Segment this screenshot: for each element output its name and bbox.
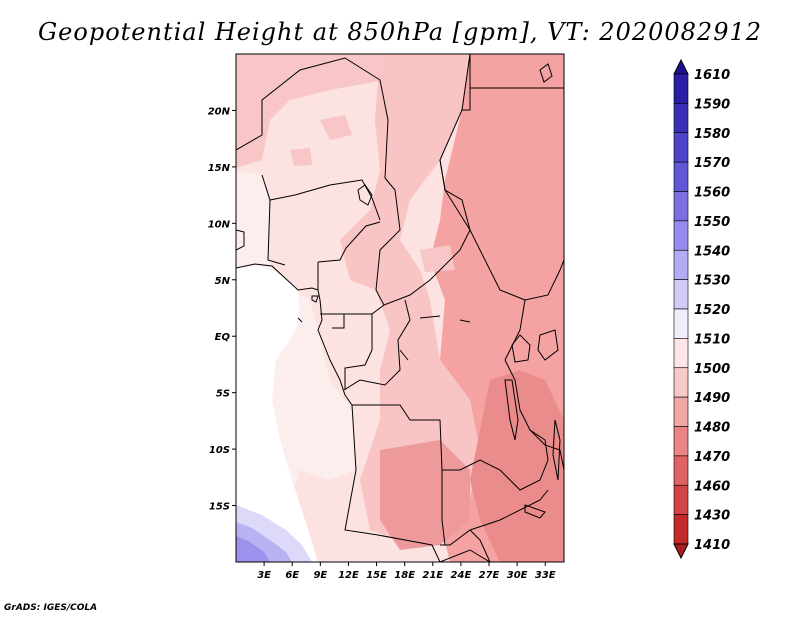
colorbar-bottom-arrow xyxy=(673,543,689,560)
border-line xyxy=(439,549,491,562)
lat-tick-label: 10N xyxy=(208,219,231,230)
map-plot-area xyxy=(236,54,564,562)
border-line xyxy=(439,159,526,301)
lat-tick-label: 20N xyxy=(208,106,231,117)
colorbar-legend: 1610 1590 1580 1570 1560 1550 1540 1530 1520 1510… xyxy=(673,58,730,560)
colorbar-level-label: 1560 xyxy=(694,186,730,201)
field-1490-northwest xyxy=(236,54,385,168)
lat-tick-label: 15S xyxy=(209,502,230,513)
border-line xyxy=(236,57,389,179)
lon-tick-label: 27E xyxy=(479,570,500,581)
border-line xyxy=(352,299,549,491)
colorbar-swatch xyxy=(673,103,689,134)
lat-tick-label: 15N xyxy=(208,163,231,174)
colorbar-level-label: 1610 xyxy=(694,68,730,83)
latitude-axis: 20N 15N 10N 5N EQ 5S 10S 15S xyxy=(208,106,236,513)
colorbar-swatch xyxy=(673,338,689,369)
colorbar-level-label: 1570 xyxy=(694,156,730,171)
border-line xyxy=(524,259,564,301)
colorbar-level-label: 1550 xyxy=(694,215,730,230)
lat-tick-label: 10S xyxy=(209,445,230,456)
lake-outline xyxy=(511,334,531,363)
lon-tick-label: 9E xyxy=(313,570,327,581)
colorbar-level-label: 1520 xyxy=(694,303,730,318)
coastline xyxy=(236,229,245,251)
lon-tick-label: 18E xyxy=(394,570,415,581)
border-line xyxy=(267,199,286,266)
colorbar-swatch xyxy=(673,191,689,222)
field-1480-south xyxy=(380,440,470,550)
colorbar-level-label: 1430 xyxy=(694,509,730,524)
border-line xyxy=(344,314,373,390)
colorbar-level-label: 1540 xyxy=(694,244,730,259)
colorbar-level-label: 1490 xyxy=(694,391,730,406)
border-line xyxy=(343,299,411,391)
lat-tick-label: 5N xyxy=(215,276,231,287)
colorbar-level-label: 1580 xyxy=(694,127,730,142)
lon-tick-label: 24E xyxy=(451,570,472,581)
map-frame xyxy=(235,53,565,563)
colorbar-level-label: 1510 xyxy=(694,332,730,347)
colorbar-level-label: 1590 xyxy=(694,97,730,112)
colorbar-swatch xyxy=(673,396,689,427)
lon-tick-label: 33E xyxy=(535,570,556,581)
lake-outline xyxy=(504,379,519,441)
lon-tick-label: 15E xyxy=(366,570,387,581)
coastline xyxy=(236,263,353,406)
colorbar-swatch xyxy=(673,220,689,251)
colorbar-swatch xyxy=(673,484,689,515)
colorbar-swatch xyxy=(673,514,689,545)
map-title: Geopotential Height at 850hPa [gpm], VT:… xyxy=(38,18,762,46)
colorbar-swatch xyxy=(673,279,689,310)
country-borders xyxy=(236,54,564,562)
lat-tick-label: 5S xyxy=(216,389,230,400)
colorbar-swatch xyxy=(673,132,689,163)
colorbar-swatch xyxy=(673,249,689,280)
lake-outline xyxy=(524,504,546,519)
border-line xyxy=(529,429,564,471)
border-line xyxy=(344,404,441,562)
lon-tick-label: 3E xyxy=(257,570,271,581)
coastline xyxy=(357,184,373,206)
colorbar-level-label: 1410 xyxy=(694,538,730,553)
colorbar-level-label: 1480 xyxy=(694,421,730,436)
coastline xyxy=(297,295,319,323)
lon-tick-label: 30E xyxy=(507,570,528,581)
colorbar-level-label: 1460 xyxy=(694,479,730,494)
colorbar-swatch xyxy=(673,455,689,486)
colorbar-swatch xyxy=(673,367,689,398)
field-1490-central xyxy=(340,54,480,540)
field-1470-southeast xyxy=(470,370,564,562)
colorbar-swatch xyxy=(673,308,689,339)
colorbar-top-arrow xyxy=(673,58,689,75)
grads-credit: GrADS: IGES/COLA xyxy=(4,603,98,613)
border-line xyxy=(462,54,471,111)
field-1540-region xyxy=(236,536,270,562)
border-line xyxy=(332,314,345,329)
lake-outline xyxy=(537,329,559,361)
colorbar-level-label: 1470 xyxy=(694,450,730,465)
lake-outline xyxy=(552,419,561,481)
lon-tick-label: 12E xyxy=(338,570,359,581)
field-1490-patch xyxy=(290,115,455,272)
lon-tick-label: 6E xyxy=(285,570,299,581)
border-line xyxy=(317,221,381,263)
colorbar-swatch xyxy=(673,426,689,457)
lon-tick-label: 21E xyxy=(422,570,443,581)
colorbar-swatch xyxy=(673,73,689,104)
lat-tick-label: EQ xyxy=(215,332,231,343)
field-1510-ocean xyxy=(236,266,318,562)
colorbar-level-label: 1530 xyxy=(694,274,730,289)
colorbar-swatch xyxy=(673,161,689,192)
border-line xyxy=(469,529,491,562)
lake-outline xyxy=(399,315,471,361)
colorbar-level-label: 1500 xyxy=(694,362,730,377)
border-line xyxy=(440,489,549,546)
border-line xyxy=(441,470,446,546)
coastline xyxy=(539,63,553,83)
longitude-axis: 3E 6E 9E 12E 15E 18E 21E 24E 27E 30E 33E xyxy=(257,562,556,581)
